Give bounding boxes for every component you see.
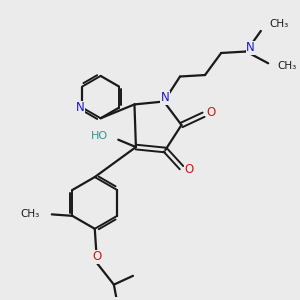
Text: CH₃: CH₃ — [20, 209, 39, 219]
Text: N: N — [161, 91, 170, 104]
Text: O: O — [184, 164, 194, 176]
Text: O: O — [206, 106, 215, 119]
Text: CH₃: CH₃ — [277, 61, 296, 71]
Text: CH₃: CH₃ — [270, 19, 289, 28]
Text: N: N — [76, 101, 85, 114]
Text: HO: HO — [91, 131, 108, 141]
Text: N: N — [246, 41, 255, 54]
Text: O: O — [92, 250, 101, 263]
